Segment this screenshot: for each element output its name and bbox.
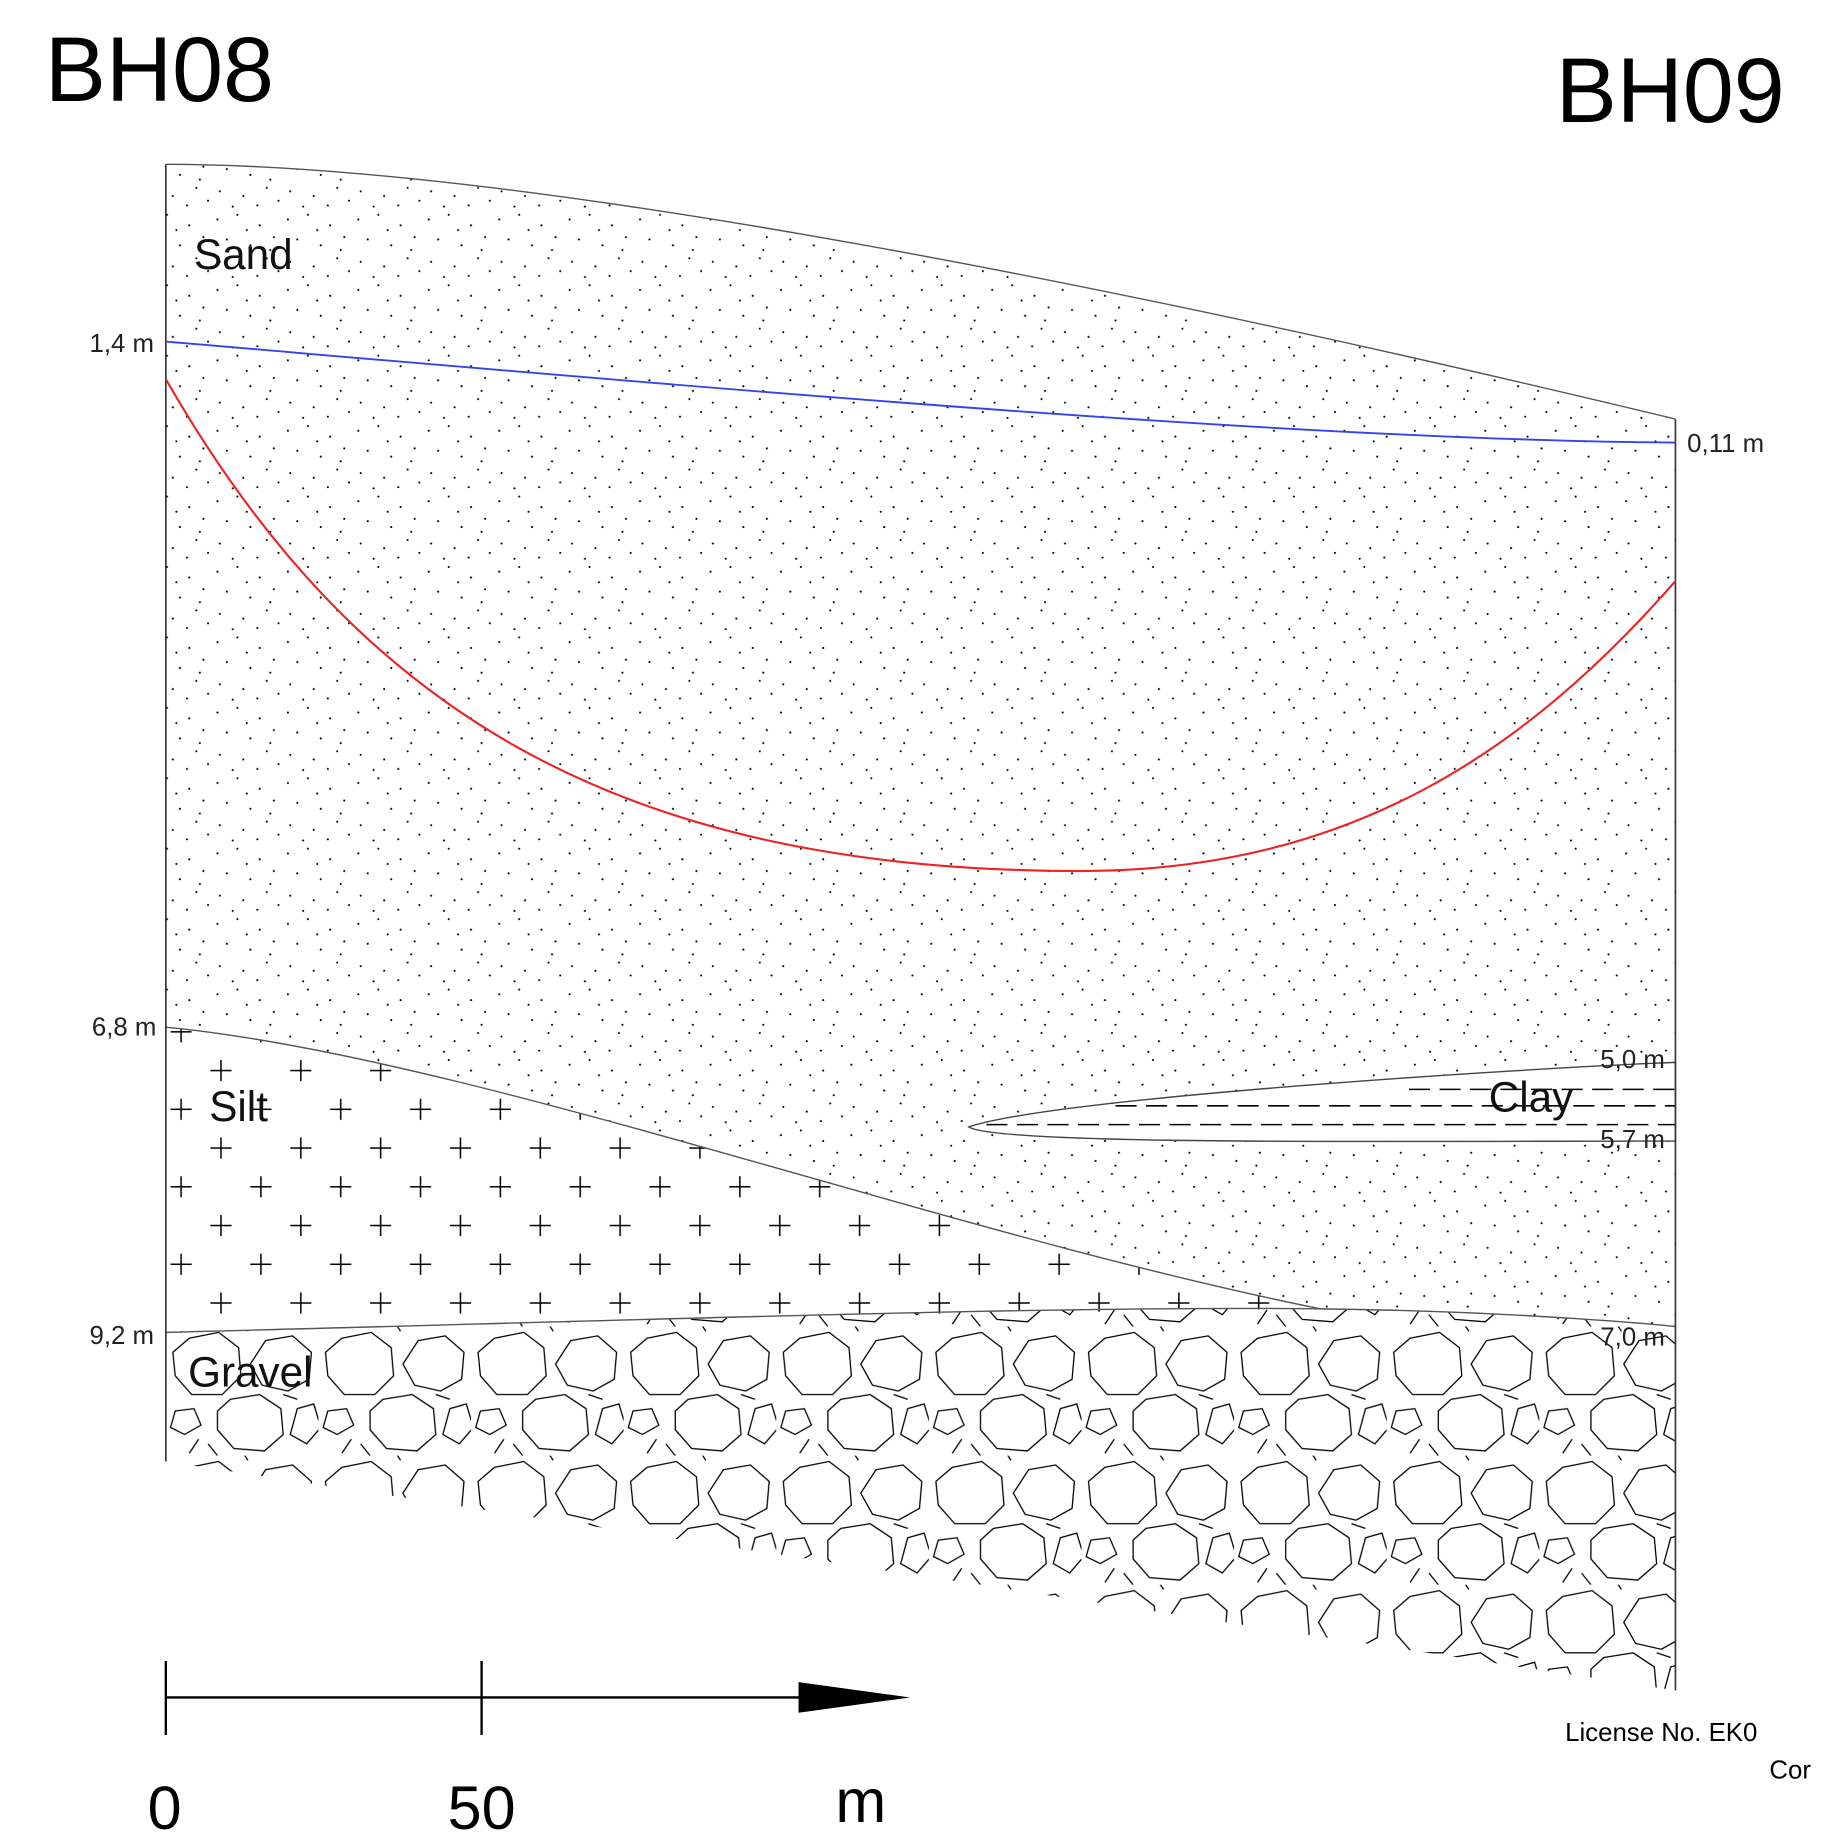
depth-label: 1,4 m — [90, 330, 155, 358]
license-text: Cor — [1769, 1756, 1811, 1784]
ground-surface — [165, 163, 1676, 420]
scale-unit: m — [835, 1767, 886, 1835]
license-text: License No. EK0 — [1565, 1719, 1757, 1747]
scale-bar — [164, 1661, 911, 1736]
depth-label: 7,0 m — [1600, 1323, 1665, 1351]
depth-label: 5,7 m — [1600, 1126, 1665, 1154]
gravel-layer — [165, 1308, 1676, 1691]
layer-label: Gravel — [188, 1348, 312, 1395]
depth-label: 9,2 m — [90, 1322, 155, 1350]
boundary — [165, 1307, 1321, 1334]
layer-label: Sand — [194, 231, 293, 278]
depth-label: 5,0 m — [1600, 1046, 1665, 1074]
clay-lens — [967, 1061, 1677, 1143]
silt-layer — [165, 1027, 1321, 1333]
scale-label: 0 — [148, 1774, 182, 1842]
boundary — [165, 1026, 1676, 1328]
scale-label: 50 — [448, 1774, 516, 1842]
water-table — [165, 340, 1676, 444]
depth-label: 6,8 m — [92, 1013, 157, 1041]
borehole-title: BH09 — [1556, 40, 1785, 142]
borehole-title: BH08 — [45, 19, 274, 121]
sand-layer — [165, 164, 1676, 1327]
layer-label: Clay — [1489, 1074, 1574, 1121]
red-curve — [164, 378, 1677, 873]
layer-label: Silt — [209, 1083, 268, 1130]
depth-label: 0,11 m — [1687, 430, 1764, 458]
